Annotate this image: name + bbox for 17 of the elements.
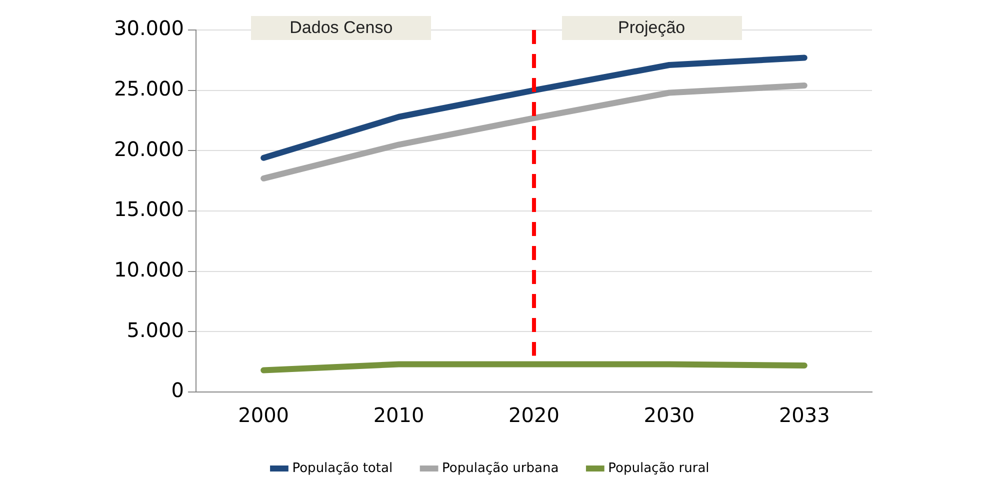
x-tick-label: 2000 [238,403,290,428]
text-box: Dados Censo [251,16,432,40]
legend-label: População urbana [442,460,559,476]
y-tick-label: 10.000 [114,258,184,282]
x-tick-label: 2033 [778,403,830,428]
x-tick-label: 2010 [373,403,424,428]
legend-label: População total [292,460,393,476]
x-tick-label: 2030 [644,403,695,428]
y-tick-label: 0 [171,378,184,402]
x-tick-label: 2020 [508,403,560,428]
y-tick-label: 15.000 [114,197,184,222]
y-tick-label: 25.000 [114,76,184,101]
text-box: Projeção [562,16,742,40]
y-tick-label: 30.000 [114,16,184,40]
legend-label: População rural [608,460,710,476]
y-tick-label: 20.000 [114,136,184,161]
y-tick-label: 5.000 [126,318,184,342]
